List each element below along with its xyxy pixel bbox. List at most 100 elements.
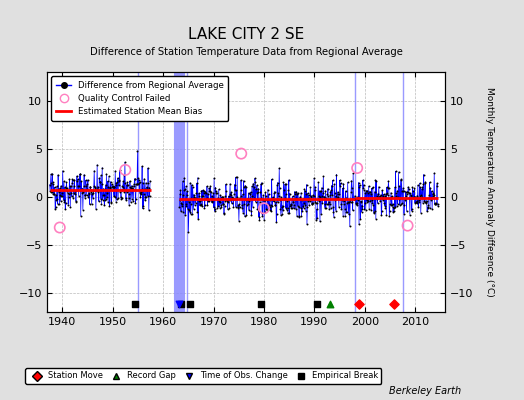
Point: [344, 211, 353, 218]
Point: [388, 201, 397, 207]
Point: [271, 201, 279, 208]
Point: [268, 203, 277, 210]
Point: [128, 195, 136, 202]
Point: [201, 188, 210, 195]
Point: [285, 210, 293, 216]
Point: [76, 171, 84, 177]
Point: [402, 193, 410, 199]
Point: [272, 211, 281, 218]
Point: [278, 202, 287, 209]
Point: [295, 214, 303, 220]
Point: [193, 208, 202, 215]
Point: [131, 200, 139, 207]
Point: [413, 192, 421, 199]
Point: [399, 188, 408, 195]
Point: [385, 213, 394, 220]
Point: [127, 199, 135, 205]
Point: [121, 167, 129, 173]
Point: [81, 194, 89, 201]
Point: [293, 213, 301, 219]
Point: [255, 216, 264, 223]
Point: [72, 178, 81, 185]
Point: [257, 181, 265, 187]
Point: [47, 189, 56, 195]
Point: [388, 193, 396, 199]
Point: [90, 167, 99, 174]
Point: [400, 202, 409, 208]
Point: [193, 180, 201, 186]
Point: [122, 195, 130, 202]
Point: [123, 179, 132, 186]
Point: [236, 192, 245, 199]
Point: [228, 194, 236, 200]
Point: [412, 198, 421, 204]
Point: [203, 183, 211, 190]
Point: [424, 205, 432, 211]
Point: [184, 229, 193, 235]
Point: [337, 201, 345, 208]
Point: [381, 192, 389, 199]
Point: [232, 187, 241, 194]
Point: [200, 190, 208, 196]
Point: [373, 196, 381, 202]
Point: [297, 213, 305, 219]
Point: [382, 212, 390, 218]
Point: [237, 186, 246, 193]
Point: [257, 180, 266, 186]
Point: [52, 197, 61, 203]
Point: [427, 195, 435, 202]
Point: [283, 198, 291, 204]
Point: [358, 206, 367, 212]
Point: [185, 198, 193, 205]
Point: [121, 159, 129, 165]
Point: [312, 206, 321, 212]
Point: [204, 190, 212, 197]
Point: [403, 189, 412, 195]
Point: [235, 201, 244, 208]
Point: [379, 196, 387, 203]
Point: [97, 172, 105, 179]
Point: [338, 196, 346, 202]
Point: [258, 213, 267, 220]
Point: [227, 200, 236, 206]
Point: [96, 196, 105, 202]
Point: [79, 189, 88, 195]
Point: [390, 204, 399, 211]
Point: [180, 187, 188, 193]
Point: [227, 192, 235, 198]
Point: [351, 196, 359, 202]
Point: [347, 189, 355, 195]
Point: [389, 209, 397, 215]
Point: [260, 217, 268, 223]
Point: [232, 204, 240, 210]
Point: [330, 181, 339, 187]
Point: [200, 204, 209, 211]
Point: [395, 183, 403, 189]
Point: [82, 192, 91, 198]
Point: [345, 199, 354, 205]
Point: [191, 202, 199, 208]
Point: [397, 176, 406, 183]
Point: [178, 202, 187, 209]
Point: [344, 199, 352, 205]
Point: [105, 173, 113, 180]
Point: [238, 205, 246, 212]
Point: [289, 193, 297, 200]
Point: [68, 180, 76, 187]
Point: [95, 175, 103, 181]
Point: [222, 187, 231, 194]
Point: [404, 184, 412, 190]
Point: [223, 196, 231, 202]
Point: [373, 192, 381, 199]
Point: [294, 190, 302, 197]
Point: [184, 206, 193, 213]
Point: [428, 188, 436, 194]
Point: [254, 185, 263, 192]
Point: [379, 194, 388, 201]
Point: [395, 196, 403, 202]
Point: [212, 190, 221, 196]
Point: [372, 178, 380, 184]
Point: [229, 204, 237, 210]
Point: [92, 206, 100, 212]
Point: [233, 174, 242, 180]
